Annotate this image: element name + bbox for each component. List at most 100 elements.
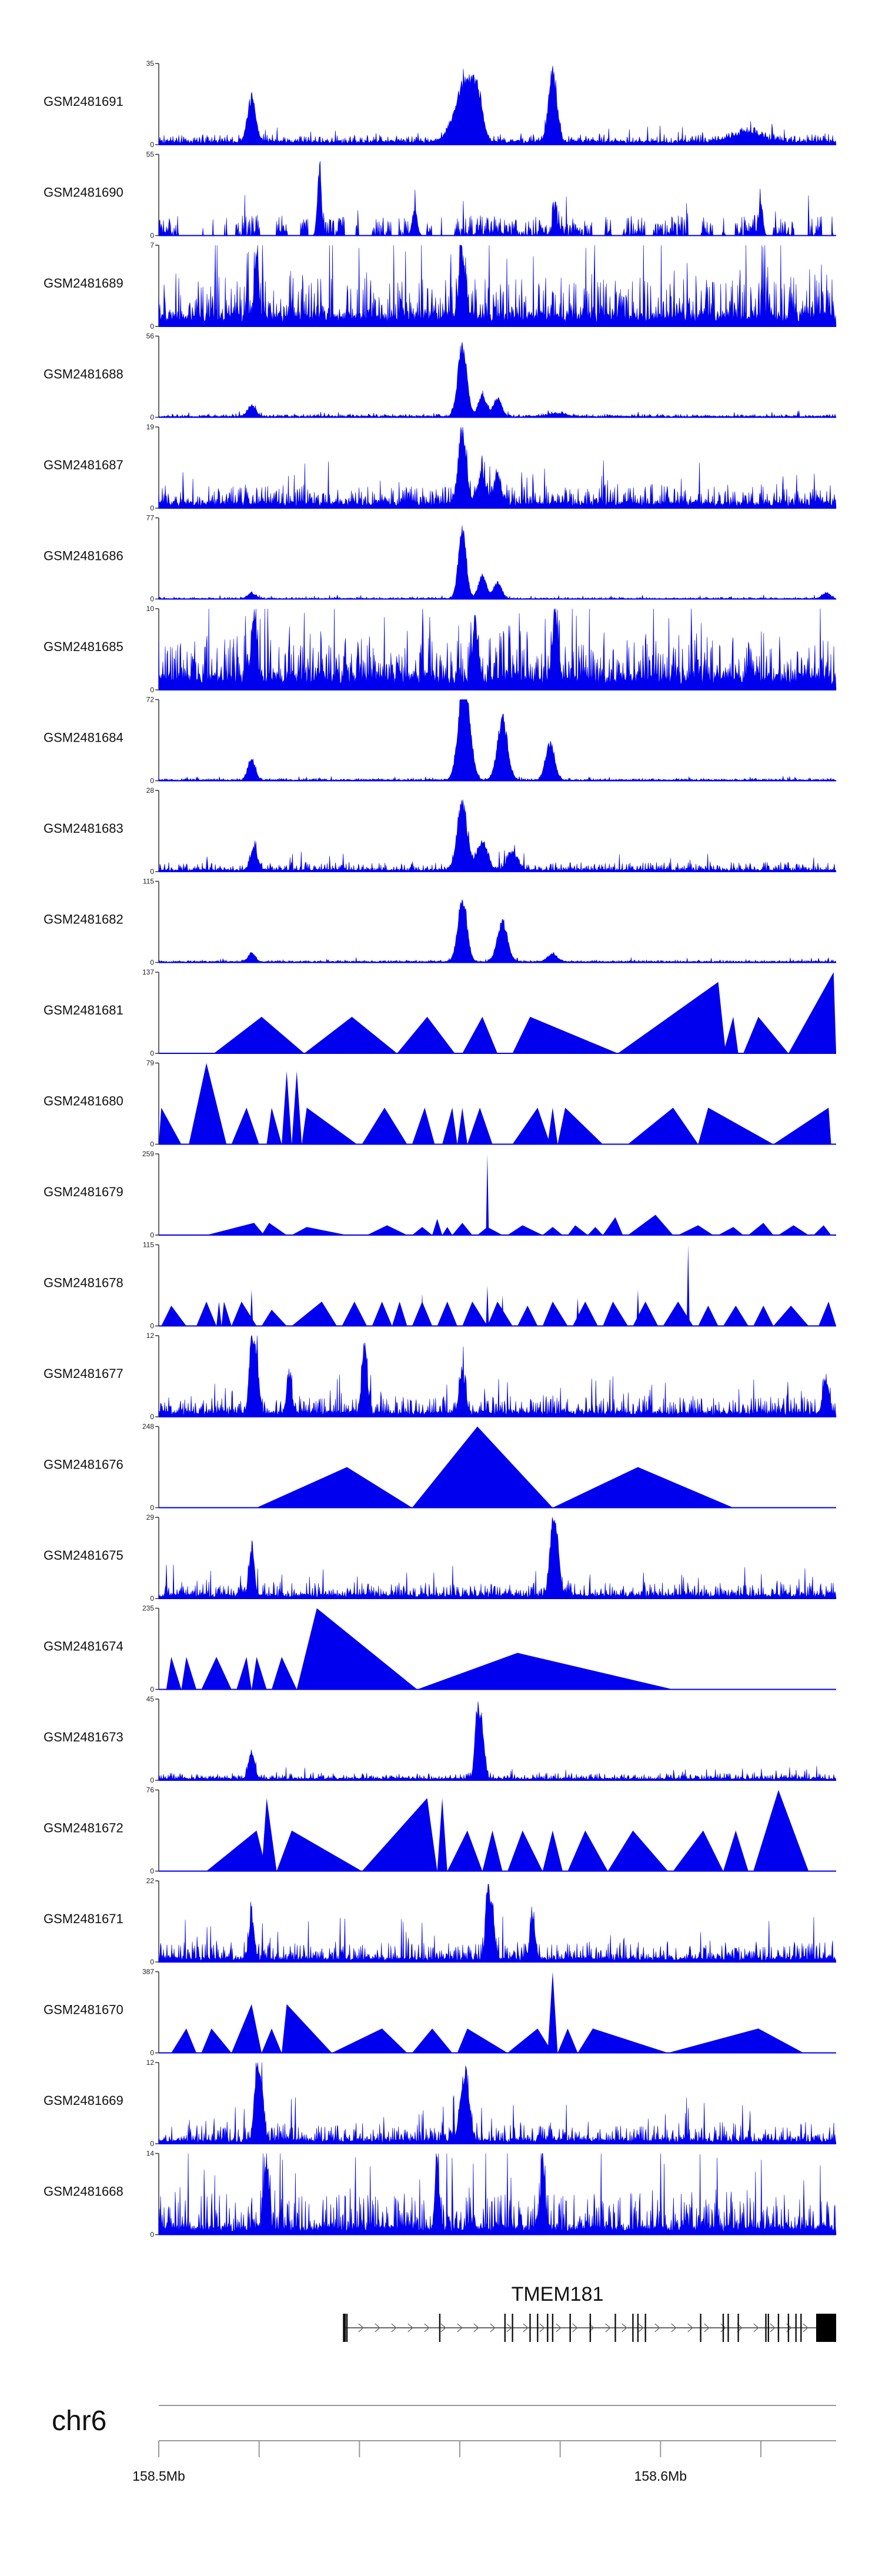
coverage-triangle	[633, 1302, 659, 1326]
coverage-triangle	[251, 1657, 267, 1690]
y-max-label: 79	[146, 1059, 155, 1067]
gene-exon	[795, 2314, 797, 2342]
coverage-triangle	[507, 1225, 543, 1235]
track-GSM2481672: GSM2481672 76 0	[44, 1786, 836, 1876]
coverage-triangle	[698, 1107, 774, 1144]
coverage-triangle	[261, 1309, 287, 1326]
coverage-triangle	[723, 1830, 749, 1871]
gene-exon	[767, 2314, 769, 2342]
coverage-triangle	[181, 1657, 196, 1690]
gene-exon	[644, 2314, 646, 2342]
y-min-label: 0	[150, 1413, 154, 1421]
y-min-label: 0	[150, 2140, 154, 2148]
coverage-triangle	[412, 2028, 453, 2053]
coverage-triangle	[206, 1223, 265, 1235]
track-label: GSM2481687	[44, 458, 123, 472]
strand-arrow-icon	[490, 2323, 496, 2333]
coverage-tracks: GSM2481691350GSM2481690550GSM248168970GS…	[44, 59, 837, 2239]
track-GSM2481681: GSM2481681 137 0	[44, 968, 836, 1057]
coverage-triangle	[216, 1302, 222, 1326]
coverage-triangle	[272, 1657, 297, 1690]
coverage-triangle	[663, 1302, 693, 1326]
strand-arrow-icon	[556, 2323, 562, 2333]
coverage-triangle	[482, 1830, 503, 1871]
coverage-triangle	[292, 1227, 347, 1235]
coverage-triangle	[417, 1653, 673, 1690]
coverage-triangle	[818, 1302, 836, 1326]
coverage-area	[158, 799, 837, 872]
y-max-label: 259	[142, 1150, 154, 1158]
gene-exon	[346, 2314, 348, 2342]
gene-exon	[637, 2314, 639, 2342]
strand-arrow-icon	[523, 2323, 529, 2333]
coverage-triangle	[292, 1302, 337, 1326]
y-max-label: 29	[146, 1513, 155, 1521]
y-min-label: 0	[150, 232, 154, 240]
coverage-triangle	[282, 1071, 292, 1144]
coverage-triangle	[512, 1016, 618, 1053]
track-GSM2481684: GSM2481684 72 0	[44, 696, 837, 785]
coverage-triangle	[698, 1306, 719, 1326]
coverage-area	[158, 1701, 837, 1781]
track-label: GSM2481686	[44, 549, 123, 563]
coverage-triangle	[813, 1225, 831, 1235]
coverage-spike	[576, 1297, 579, 1326]
axis-tick-label: 158.6Mb	[634, 2468, 687, 2484]
coverage-triangle	[462, 1302, 487, 1326]
coverage-triangle	[673, 1830, 723, 1871]
coverage-triangle	[206, 1830, 267, 1871]
strand-arrow-icon	[440, 2323, 446, 2333]
coverage-triangle	[567, 1830, 608, 1871]
track-GSM2481685: GSM2481685 10 0	[44, 605, 837, 694]
track-label: GSM2481683	[44, 821, 123, 836]
coverage-triangle	[773, 1107, 831, 1144]
strand-arrow-icon	[572, 2323, 578, 2333]
coverage-triangle	[542, 1227, 563, 1235]
coverage-triangle	[266, 1107, 282, 1144]
y-max-label: 12	[146, 1332, 155, 1340]
gene-exon	[787, 2314, 790, 2342]
coverage-triangle	[236, 1657, 252, 1690]
y-max-label: 387	[142, 1968, 154, 1976]
coverage-spike	[686, 1244, 690, 1326]
track-GSM2481679: GSM2481679 259 0	[44, 1150, 836, 1239]
track-GSM2481689: GSM2481689 7 0	[44, 241, 837, 331]
coverage-triangle	[452, 1223, 473, 1235]
coverage-triangle	[213, 1016, 305, 1053]
y-min-label: 0	[150, 1958, 154, 1966]
coverage-area	[158, 2153, 837, 2235]
gene-exon	[589, 2314, 592, 2342]
gene-exon	[777, 2314, 780, 2342]
y-max-label: 76	[146, 1786, 155, 1794]
y-min-label: 0	[150, 413, 154, 422]
coverage-spike	[250, 1289, 253, 1326]
coverage-triangle	[362, 1798, 437, 1871]
track-label: GSM2481674	[44, 1639, 123, 1654]
coverage-area	[158, 1884, 837, 1963]
track-label: GSM2481679	[44, 1184, 123, 1199]
track-label: GSM2481682	[44, 912, 123, 927]
gene-exon	[512, 2314, 513, 2342]
strand-arrow-icon	[358, 2323, 364, 2333]
coverage-triangle	[487, 1302, 513, 1326]
track-GSM2481670: GSM2481670 387 0	[44, 1968, 836, 2057]
coverage-area	[158, 245, 837, 327]
y-max-label: 115	[143, 1241, 154, 1249]
coverage-triangle	[201, 2028, 232, 2053]
track-GSM2481675: GSM2481675 29 0	[44, 1513, 837, 1603]
gene-exon	[700, 2314, 701, 2342]
strand-arrow-icon	[375, 2323, 380, 2333]
coverage-triangle	[668, 2028, 804, 2053]
coverage-triangle	[552, 1467, 734, 1508]
y-max-label: 72	[146, 696, 155, 704]
track-GSM2481683: GSM2481683 28 0	[44, 786, 837, 876]
gene-exon	[632, 2314, 634, 2342]
coverage-triangle	[753, 1306, 774, 1326]
coverage-area	[158, 608, 837, 690]
coverage-triangle	[231, 1107, 259, 1144]
coverage-triangle	[302, 1107, 358, 1144]
strand-arrow-icon	[687, 2323, 693, 2333]
coverage-area	[158, 342, 837, 418]
coverage-triangle	[304, 1016, 397, 1053]
coverage-triangle	[723, 1016, 739, 1053]
